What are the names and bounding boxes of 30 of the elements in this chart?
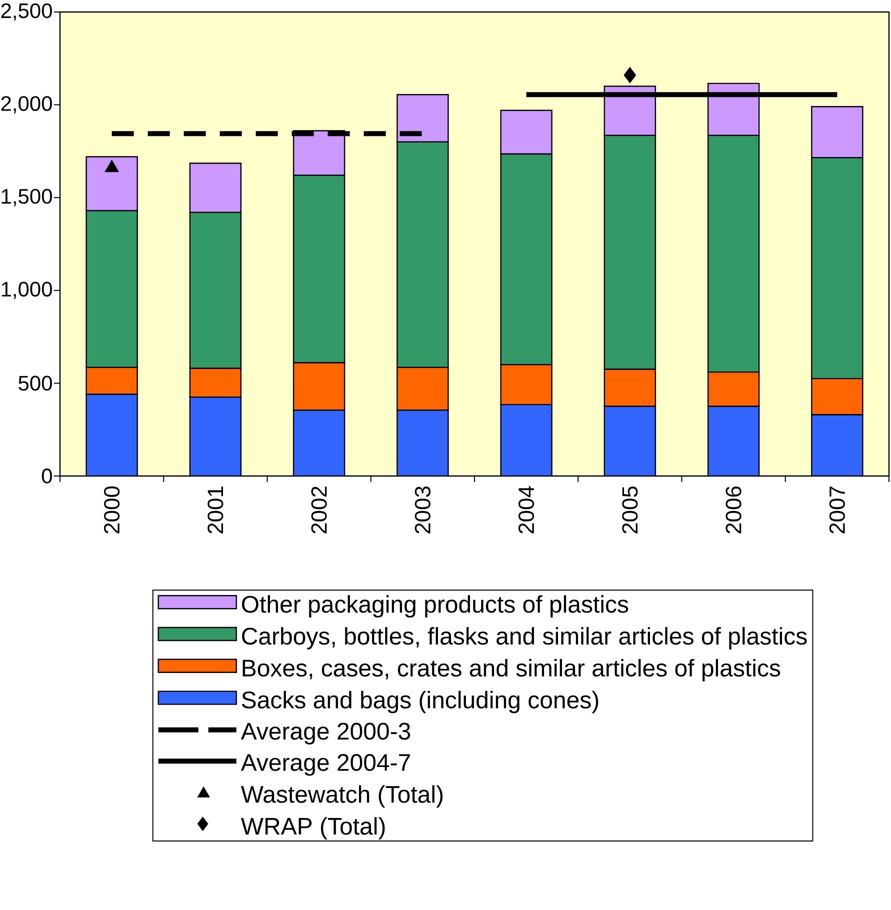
bar xyxy=(189,396,242,476)
bar xyxy=(500,404,552,476)
bar xyxy=(604,406,656,476)
x-tick-label: 2005 xyxy=(622,486,638,534)
bar xyxy=(396,410,449,476)
x-tick-label: 2007 xyxy=(829,486,845,534)
legend-label: Average 2000-3 xyxy=(240,722,410,744)
legend-label: WRAP (Total) xyxy=(240,817,385,840)
bar xyxy=(86,394,138,476)
x-tick-label: 2003 xyxy=(414,486,430,534)
y-tick-label: 0 xyxy=(42,468,52,484)
bar xyxy=(811,414,864,476)
x-tick-label: 2004 xyxy=(518,486,534,534)
y-tick-label: 500 xyxy=(18,376,52,391)
legend-label: Carboys, bottles, flasks and similar articles of plastics xyxy=(242,627,807,650)
x-tick-label: 2001 xyxy=(208,486,224,534)
legend-label: Boxes, cases, crates and similar articles of plastics xyxy=(242,658,780,682)
y-tick-label: 2,000 xyxy=(1,96,52,114)
x-tick-label: 2002 xyxy=(311,486,327,534)
legend-label: Wastewatch (Total) xyxy=(240,785,443,808)
x-tick-label: 2006 xyxy=(726,486,742,534)
legend-label: Other packaging products of plastics xyxy=(242,595,628,618)
y-tick-label: 1,000 xyxy=(2,282,52,300)
legend-label: Sacks and bags (including cones) xyxy=(242,690,598,714)
x-tick-label: 2000 xyxy=(104,486,120,534)
y-tick-label: 2,500 xyxy=(1,3,52,21)
bar xyxy=(292,410,346,476)
legend-label: Average 2004-7 xyxy=(240,754,410,776)
y-tick-label: 1,500 xyxy=(2,188,52,206)
bar xyxy=(707,406,760,476)
